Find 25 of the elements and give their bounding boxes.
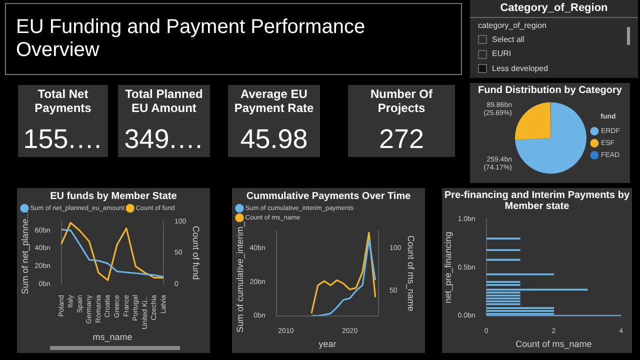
x-axis-title: ms_name: [92, 332, 132, 342]
text: Total Net Payments: [34, 86, 92, 115]
x-axis-title: year: [318, 339, 336, 350]
chart-title: Fund Distribution by Category: [477, 84, 623, 96]
chart-title: Pre-financing and Interim Payments by Member state: [443, 189, 631, 212]
text: 272: [378, 124, 426, 155]
y-axis-title: Sum of net_planne...: [20, 211, 30, 294]
text: Less developed: [492, 64, 548, 73]
x-axis-title: Count of ms_name: [516, 339, 592, 350]
text: Average EU Payment Rate: [233, 86, 315, 115]
text: 155.…: [22, 124, 104, 155]
text: EU Funding and Payment Performance Overview: [6, 4, 461, 74]
text: Category_of_Region: [470, 0, 638, 18]
y-axis-title: net_pre_financing: [442, 232, 453, 304]
chart-title: Cummulative Payments Over Time: [245, 190, 412, 202]
y2-axis-title: Count of fund: [191, 226, 202, 280]
text: Number Of Projects: [369, 86, 434, 115]
text: category_of_region: [478, 21, 546, 30]
text: 45.98: [239, 124, 309, 155]
text: Total Planned EU Amount: [124, 86, 204, 115]
chart-title: EU funds by Member State: [49, 190, 178, 202]
text: 349.…: [123, 124, 205, 155]
text: Select all: [492, 35, 524, 44]
text: EURI: [492, 49, 512, 58]
y2-axis-title: Count of ms_name: [406, 235, 416, 312]
